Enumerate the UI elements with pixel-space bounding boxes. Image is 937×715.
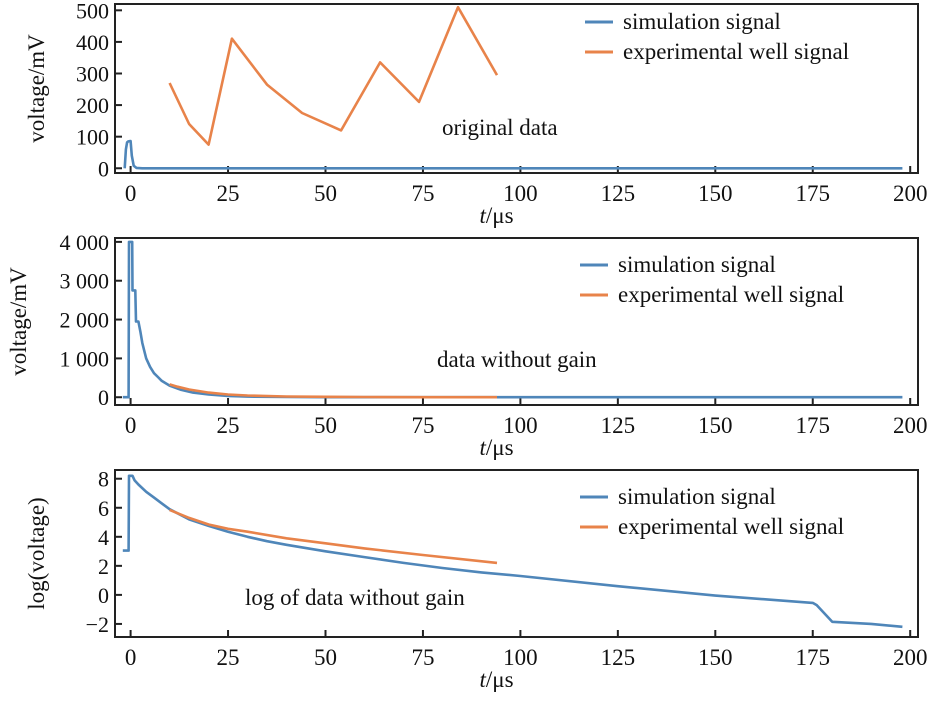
y-tick-label: 2: [98, 554, 109, 579]
y-tick-label: 0: [98, 385, 109, 410]
y-tick-label: 200: [76, 93, 109, 118]
chart-annotation: original data: [442, 115, 558, 140]
y-tick-label: 0: [98, 156, 109, 181]
y-axis-label: log(voltage): [24, 497, 49, 609]
y-tick-label: 8: [98, 467, 109, 492]
series-line-simulation: [122, 474, 903, 629]
x-tick-label: 75: [411, 181, 434, 206]
x-tick-label: 150: [698, 413, 733, 438]
x-tick-label: 125: [601, 181, 636, 206]
x-tick-label: 200: [893, 413, 928, 438]
y-axis-label: voltage/mV: [6, 267, 31, 376]
x-tick-label: 125: [601, 413, 636, 438]
y-tick-label: 0: [98, 583, 109, 608]
x-tick-label: 125: [601, 645, 636, 670]
series-line-simulation: [122, 240, 903, 399]
y-tick-label: 4 000: [60, 230, 110, 255]
x-tick-label: 0: [125, 413, 137, 438]
x-tick-label: 50: [314, 413, 337, 438]
x-tick-label: 200: [893, 181, 928, 206]
x-tick-label: 0: [125, 181, 137, 206]
series-line-simulation: [123, 139, 903, 170]
chart-annotation: log of data without gain: [245, 585, 465, 610]
plot-frame: [114, 469, 919, 638]
x-tick-label: 100: [503, 645, 538, 670]
x-axis-label-unit: /μs: [486, 203, 514, 228]
x-tick-label: 100: [503, 413, 538, 438]
y-tick-label: 4: [98, 525, 109, 550]
chart-panel-3: 0 25 50 75 100 125 150 175 200 −2 0 2 4 6 8 t/μs log(vol…: [24, 467, 927, 692]
x-tick-label: 50: [314, 645, 337, 670]
x-tick-label: 50: [314, 181, 337, 206]
y-tick-label: 1 000: [60, 346, 110, 371]
x-axis-label: t/μs: [479, 203, 513, 228]
chart-panel-1: 0 25 50 75 100 125 150 175 200 0 100 200 300 400 500 t/…: [24, 0, 927, 228]
x-tick-label: 25: [217, 413, 240, 438]
x-axis-label-variable: t: [479, 667, 486, 692]
legend-label-simulation: simulation signal: [618, 252, 776, 277]
y-tick-label: 100: [76, 125, 109, 150]
chart-panel-2: 0 25 50 75 100 125 150 175 200 0 1 000 2 000 3 000 4 …: [6, 230, 927, 460]
x-axis-label-variable: t: [479, 203, 486, 228]
x-tick-label: 75: [411, 413, 434, 438]
series-line-experimental: [169, 508, 498, 565]
x-tick-label: 25: [217, 645, 240, 670]
x-tick-label: 150: [698, 181, 733, 206]
x-tick-label: 75: [411, 645, 434, 670]
x-axis-label: t/μs: [479, 435, 513, 460]
x-axis-label-unit: /μs: [486, 435, 514, 460]
x-tick-label: 100: [503, 181, 538, 206]
x-axis-label: t/μs: [479, 667, 513, 692]
x-tick-label: 175: [796, 645, 831, 670]
legend-label-experimental: experimental well signal: [618, 282, 844, 307]
x-tick-label: 200: [893, 645, 928, 670]
x-tick-label: 175: [796, 181, 831, 206]
x-tick-label: 25: [217, 181, 240, 206]
x-tick-label: 150: [698, 645, 733, 670]
plot-frame: [114, 237, 919, 406]
legend-label-simulation: simulation signal: [618, 484, 776, 509]
y-tick-label: 6: [98, 496, 109, 521]
x-tick-label: 175: [796, 413, 831, 438]
legend-label-experimental: experimental well signal: [618, 514, 844, 539]
y-tick-label: 500: [76, 0, 109, 23]
y-tick-label: 3 000: [60, 269, 110, 294]
y-tick-label: 400: [76, 30, 109, 55]
plot-frame: [114, 3, 919, 174]
x-axis-label-variable: t: [479, 435, 486, 460]
y-axis-label: voltage/mV: [24, 34, 49, 143]
y-tick-label: −2: [86, 612, 109, 637]
legend-label-simulation: simulation signal: [623, 9, 781, 34]
series-line-experimental: [169, 383, 497, 399]
y-tick-label: 2 000: [60, 308, 110, 333]
legend-label-experimental: experimental well signal: [623, 39, 849, 64]
x-axis-label-unit: /μs: [486, 667, 514, 692]
series-line-experimental: [168, 5, 499, 146]
y-tick-label: 300: [76, 61, 109, 86]
chart-annotation: data without gain: [437, 347, 597, 372]
x-tick-label: 0: [125, 645, 137, 670]
